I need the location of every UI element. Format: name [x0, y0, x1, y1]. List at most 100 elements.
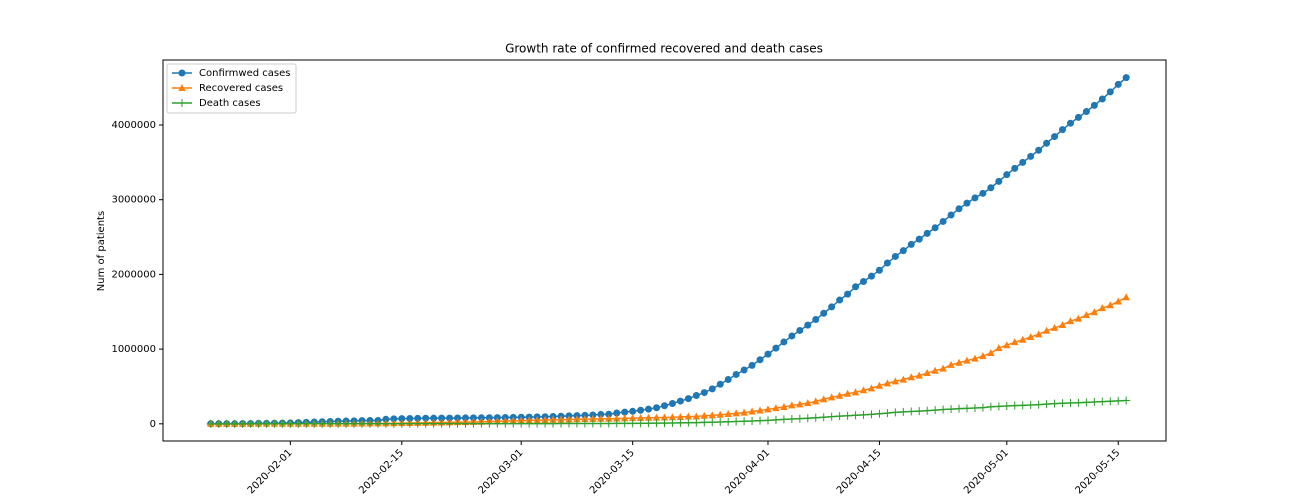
point — [254, 419, 263, 428]
point — [1074, 398, 1083, 407]
point — [907, 373, 915, 381]
point — [230, 419, 239, 428]
point — [931, 366, 939, 374]
point — [589, 415, 597, 423]
point — [1003, 341, 1011, 349]
point — [883, 259, 891, 267]
point — [398, 415, 406, 423]
point — [692, 418, 701, 427]
y-axis-label: Num of patients — [96, 211, 107, 291]
point — [628, 414, 637, 422]
point — [1106, 88, 1114, 96]
x-tick-label: 2020-05-15 — [1074, 447, 1123, 496]
point — [644, 419, 653, 428]
point — [867, 272, 875, 280]
point — [740, 417, 749, 426]
point — [716, 410, 724, 418]
point — [270, 419, 279, 428]
point — [827, 412, 836, 421]
point — [597, 414, 605, 422]
point — [661, 402, 668, 410]
point — [828, 303, 836, 311]
legend-marker — [178, 84, 186, 91]
point — [1122, 293, 1130, 301]
point — [389, 419, 398, 428]
point — [430, 414, 438, 422]
point — [732, 409, 740, 417]
point — [859, 386, 868, 394]
point — [406, 414, 414, 422]
point — [644, 413, 653, 421]
point — [978, 403, 987, 412]
point — [947, 360, 955, 368]
point — [469, 419, 478, 428]
point — [756, 356, 764, 364]
point — [788, 332, 796, 340]
point — [796, 400, 804, 408]
point — [804, 399, 812, 407]
point — [955, 205, 963, 213]
x-tick-label: 2020-02-01 — [246, 447, 295, 496]
point — [867, 410, 876, 419]
point — [493, 419, 502, 428]
point — [310, 419, 319, 428]
point — [1003, 171, 1011, 179]
point — [637, 406, 645, 414]
point — [915, 235, 923, 243]
x-tick-label: 2020-03-15 — [588, 447, 637, 496]
point — [716, 418, 725, 427]
point — [812, 315, 820, 323]
point — [812, 397, 820, 405]
point — [979, 352, 987, 360]
point — [796, 326, 804, 334]
series — [206, 396, 1131, 428]
point — [628, 419, 637, 428]
point — [342, 419, 351, 428]
point — [852, 283, 860, 291]
point — [597, 410, 605, 418]
point — [676, 412, 685, 420]
point — [1026, 333, 1035, 341]
point — [971, 354, 979, 362]
point — [573, 415, 581, 423]
point — [461, 419, 470, 428]
chart-title: Growth rate of confirmed recovered and d… — [505, 42, 823, 56]
x-tick-label: 2020-04-15 — [835, 447, 884, 496]
point — [334, 419, 343, 428]
point — [1090, 101, 1098, 109]
point — [246, 419, 255, 428]
point — [1050, 399, 1059, 408]
point — [541, 419, 550, 428]
y-tick-label: 0 — [150, 419, 156, 430]
point — [645, 405, 653, 413]
point — [668, 413, 677, 421]
point — [581, 415, 589, 423]
point — [764, 405, 772, 413]
point — [1019, 335, 1027, 343]
point — [445, 419, 454, 428]
point — [1010, 401, 1019, 410]
point — [596, 419, 605, 428]
point — [740, 366, 748, 374]
point — [1074, 113, 1082, 121]
point — [820, 395, 828, 403]
point — [780, 338, 788, 346]
point — [350, 419, 359, 428]
point — [764, 350, 772, 358]
point — [851, 411, 860, 420]
point — [446, 414, 454, 422]
point — [1002, 401, 1011, 410]
point — [405, 419, 414, 428]
point — [437, 419, 446, 428]
point — [1090, 308, 1099, 316]
point — [875, 381, 884, 389]
point — [835, 412, 844, 421]
point — [326, 419, 335, 428]
point — [907, 240, 915, 248]
point — [652, 419, 661, 428]
point — [1074, 314, 1083, 322]
point — [668, 399, 676, 407]
point — [1122, 74, 1130, 82]
point — [708, 385, 716, 393]
point — [748, 361, 756, 369]
